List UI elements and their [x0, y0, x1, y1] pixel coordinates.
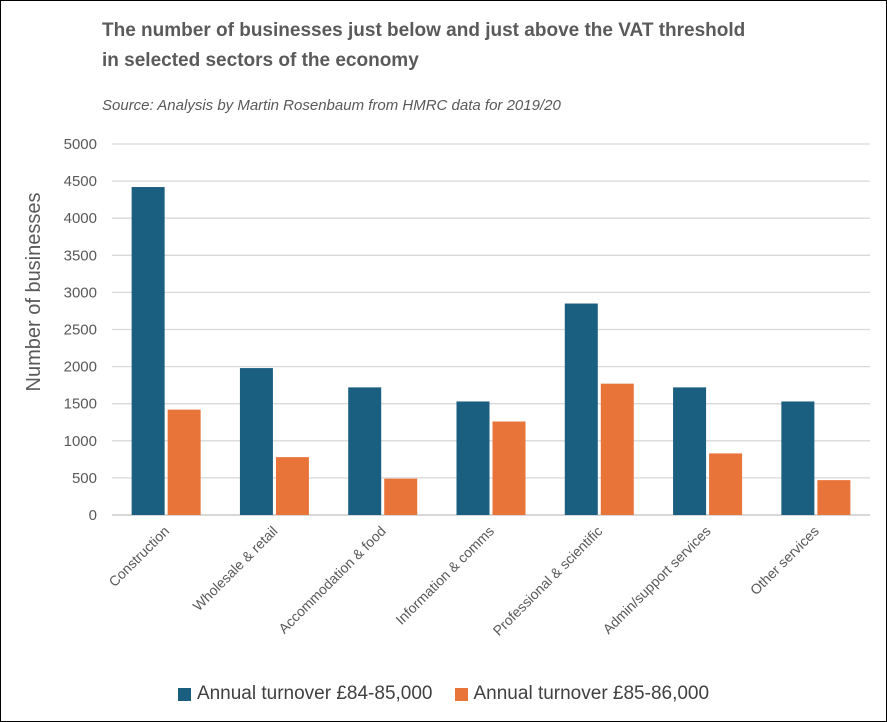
- legend-item-series-1: Annual turnover £84-85,000: [177, 683, 433, 705]
- x-tick-label: Accommodation & food: [275, 523, 389, 637]
- y-axis-ticks: 0 500 1000 1500 2000 2500 3000 3500 4000 4500 5000: [64, 136, 97, 524]
- chart-title-line-2: in selected sectors of the economy: [102, 50, 419, 71]
- y-tick-label: 2000: [64, 359, 97, 376]
- bar-series-2-3: [384, 478, 418, 515]
- bar-series-1-5: [564, 303, 598, 515]
- bar-series-2-5: [600, 383, 634, 515]
- legend-item-series-2: Annual turnover £85-86,000: [454, 683, 710, 705]
- x-tick-label: Construction: [105, 523, 172, 590]
- bar-series-1-7: [781, 401, 815, 515]
- bar-series-2-6: [709, 453, 743, 515]
- bar-series-2-2: [275, 457, 309, 515]
- bar-series-1-6: [673, 387, 707, 515]
- chart-title-line-1: The number of businesses just below and …: [102, 20, 746, 41]
- legend: Annual turnover £84-85,000 Annual turnov…: [0, 683, 887, 705]
- x-axis-ticks: Construction Wholesale & retailAccommodat…: [105, 523, 822, 639]
- y-tick-label: 4500: [64, 173, 97, 190]
- bar-series-1-2: [239, 368, 273, 515]
- bar-series-2-7: [817, 480, 851, 515]
- y-tick-label: 4000: [64, 210, 97, 227]
- y-tick-label: 3500: [64, 247, 97, 264]
- y-tick-label: 3000: [64, 284, 97, 301]
- gridlines: [112, 143, 870, 516]
- bar-series-2-4: [492, 421, 526, 515]
- y-tick-label: 1000: [64, 433, 97, 450]
- y-tick-label: 2500: [64, 322, 97, 339]
- x-tick-label: Information & comms: [392, 523, 497, 628]
- x-tick-label: Other services: [747, 523, 822, 598]
- chart-title: The number of businesses just below and …: [102, 16, 862, 76]
- bar-series-1-3: [348, 387, 382, 515]
- y-tick-label: 1500: [64, 396, 97, 413]
- legend-swatch-series-1: [177, 687, 191, 701]
- y-tick-label: 5000: [64, 136, 97, 153]
- chart-subtitle: Source: Analysis by Martin Rosenbaum fro…: [102, 97, 561, 114]
- legend-label-series-2: Annual turnover £85-86,000: [473, 683, 710, 704]
- bar-series-1-1: [131, 187, 165, 515]
- legend-swatch-series-2: [454, 687, 468, 701]
- x-tick-label: Wholesale & retail: [189, 523, 280, 614]
- y-tick-label: 500: [72, 470, 97, 487]
- y-axis-label: Number of businesses: [23, 193, 45, 392]
- bars: [131, 187, 851, 515]
- bar-series-2-1: [167, 409, 201, 515]
- bar-series-1-4: [456, 401, 490, 515]
- y-tick-label: 0: [89, 507, 97, 524]
- legend-label-series-1: Annual turnover £84-85,000: [196, 683, 433, 704]
- x-tick-label: Admin/support services: [599, 523, 713, 637]
- x-tick-label: Professional & scientific: [490, 523, 606, 639]
